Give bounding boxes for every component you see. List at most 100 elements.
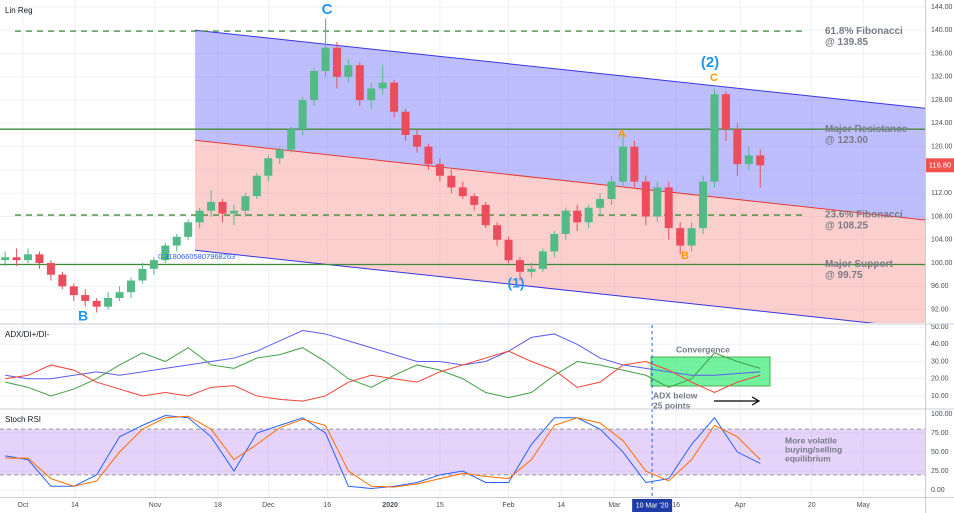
candle-body [115,292,124,298]
level-name: Major Support [825,259,893,270]
channel-line [195,139,925,221]
candle-body [424,146,433,165]
candle-body [710,94,719,182]
note-line: 25 points [653,400,691,410]
candle-body [573,210,582,223]
level-name: 23.6% Fibonacci [825,210,903,221]
last-price-label: 116.80 [929,160,951,169]
panel [0,413,925,491]
y-tick-label: 25.00 [931,468,949,475]
x-tick-label: Dec [262,502,275,509]
band-fill [0,429,925,475]
indicator-line [5,414,761,490]
candle-body [275,149,284,159]
y-tick-label: 40.00 [931,341,949,348]
level-label: @ 99.75 [825,270,863,281]
y-tick-label: 96.00 [931,283,949,290]
candle-body [310,71,319,101]
candle-body [401,111,410,136]
x-tick-label: Apr [735,502,747,509]
candle-body [390,82,399,112]
candle-body [287,129,296,150]
candle-body [321,47,330,72]
channel-line [195,29,925,109]
x-tick-label: 14 [557,502,565,509]
y-tick-label: 128.00 [931,97,953,104]
y-tick-label: 140.00 [931,27,953,34]
candle-body [298,100,307,130]
candle-body [527,268,536,272]
wave-label: B [681,250,689,262]
note-line: equilibrium [785,453,831,463]
candle-body [550,233,559,252]
x-tick-label: Nov [149,502,162,509]
y-tick-label: 124.00 [931,120,953,127]
wave-label: (2) [701,54,719,71]
x-tick-label: 15 [436,502,444,509]
candle-body [641,181,650,217]
x-tick-label: 14 [71,502,79,509]
panel [0,326,925,402]
note-line: More volatile [785,435,837,445]
candle-body [653,187,662,217]
y-tick-label: 112.00 [931,190,952,197]
level-name: 61.8% Fibonacci [825,26,903,37]
candle-body [332,47,341,77]
candle-body [161,245,170,261]
candle-body [367,88,376,101]
candle-body [126,280,136,293]
y-tick-label: 75.00 [931,430,949,437]
candle-body [676,228,685,246]
candle-body [630,146,639,182]
candle-body [195,210,204,223]
arrow-head [751,396,761,406]
candle-body [538,251,547,269]
last-price-tag [926,158,954,173]
level-name: Major Resistance [825,124,908,135]
level-label: @ 139.85 [825,37,869,48]
x-tick-label: Mar [608,502,621,509]
x-tick-label: 16 [323,502,331,509]
candle-body [470,196,479,205]
candle-body [241,196,250,211]
y-tick-label: 0.00 [931,487,945,494]
candle-body [607,181,616,200]
candle-body [561,210,570,234]
wave-label: C [322,1,333,18]
indicator-line [5,415,761,488]
candle-body [584,207,593,223]
x-tick-label: 20 [808,502,816,509]
candle-body [264,158,273,176]
wave-label: C [710,72,718,84]
candle-body [207,201,216,211]
y-tick-label: 10.00 [931,393,949,400]
panel [0,6,925,323]
candle-body [46,263,55,275]
candle-body [24,254,33,261]
candle-body [184,222,193,237]
y-tick-label: 92.00 [931,306,949,313]
candle-body [435,164,444,176]
candle-body [481,204,490,226]
note-line: ADX below [653,390,698,400]
candle-body [104,297,113,307]
x-tick-label: May [857,502,871,509]
candle-body [596,199,605,208]
candle-body [756,155,765,166]
candle-body [69,286,78,296]
candle-body [172,236,181,246]
candle-body [618,146,627,182]
y-tick-label: 20.00 [931,376,949,383]
wave-label: (1) [507,275,524,291]
panel-title: ADX/DI+/DI- [5,330,50,339]
y-tick-label: 50.00 [931,449,949,456]
candle-body [138,268,147,281]
x-tick-label: Oct [17,502,28,509]
y-tick-label: 144.00 [931,4,953,11]
candle-body [504,239,513,261]
candle-body [493,225,502,240]
channel-fill-upper [195,30,925,220]
candle-body [81,295,90,301]
x-tick-label: 2020 [382,502,398,509]
